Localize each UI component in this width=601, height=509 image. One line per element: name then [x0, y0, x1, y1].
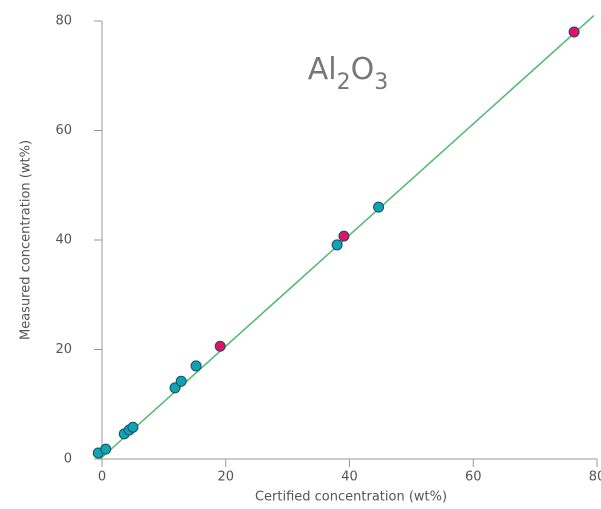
point	[190, 360, 202, 372]
point	[568, 26, 580, 38]
y-tick-label: 0	[64, 452, 72, 467]
y-tick-label: 40	[55, 233, 72, 248]
title-part: 3	[374, 70, 388, 95]
y-tick-label: 60	[55, 123, 72, 138]
point	[338, 230, 350, 242]
y-tick-label: 80	[55, 14, 72, 29]
title-part: O	[351, 52, 375, 87]
y-tick-label: 20	[55, 342, 72, 357]
x-tick-label: 40	[341, 470, 358, 485]
point	[175, 375, 187, 387]
point	[373, 201, 385, 213]
x-tick-label: 60	[465, 470, 482, 485]
x-axis-label: Certified concentration (wt%)	[255, 490, 447, 505]
point	[331, 239, 343, 251]
point	[100, 443, 112, 455]
chart-title: Al2O3	[308, 52, 388, 95]
x-tick-label: 0	[98, 470, 106, 485]
x-tick-label: 80	[589, 470, 601, 485]
x-tick-label: 20	[217, 470, 234, 485]
title-part: 2	[337, 70, 351, 95]
point	[214, 340, 226, 352]
point	[127, 421, 139, 433]
y-axis-label: Measured concentration (wt%)	[19, 140, 34, 340]
title-part: Al	[308, 52, 337, 87]
